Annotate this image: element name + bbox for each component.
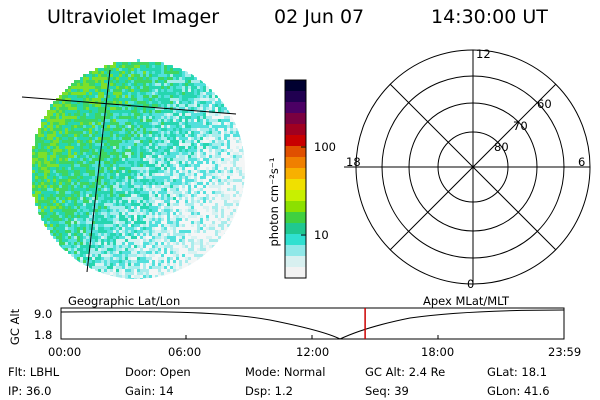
uv-intensity-map bbox=[32, 59, 245, 279]
colorbar-segment bbox=[285, 212, 306, 224]
colorbar-segment bbox=[285, 267, 306, 279]
mode-status: Mode: Normal bbox=[245, 365, 326, 379]
mlt-label-0: 0 bbox=[467, 277, 475, 291]
dsp-status: Dsp: 1.2 bbox=[245, 384, 293, 398]
polar-ring-50 bbox=[355, 49, 591, 285]
mlt-label-12: 12 bbox=[476, 47, 491, 61]
mlat-label-70: 70 bbox=[513, 119, 528, 133]
colorbar-segment bbox=[285, 179, 306, 191]
timeline-right-title: Apex MLat/MLT bbox=[423, 294, 510, 308]
mlt-label-6: 6 bbox=[578, 155, 586, 169]
colorbar-segment bbox=[285, 256, 306, 268]
glon-status: GLon: 41.6 bbox=[487, 384, 550, 398]
door-status: Door: Open bbox=[125, 365, 191, 379]
filter-status: Flt: LBHL bbox=[8, 365, 60, 379]
colorbar-label-100: 100 bbox=[314, 140, 336, 154]
polar-diagonal-2 bbox=[389, 83, 557, 251]
gc-alt-status: GC Alt: 2.4 Re bbox=[365, 365, 446, 379]
colorbar-segment bbox=[285, 135, 306, 147]
instrument-title: Ultraviolet Imager bbox=[47, 6, 220, 28]
timeline-ytick-high: 9.0 bbox=[34, 307, 53, 321]
glat-status: GLat: 18.1 bbox=[487, 365, 548, 379]
gain-status: Gain: 14 bbox=[125, 384, 174, 398]
mlt-label-18: 18 bbox=[346, 155, 361, 169]
colorbar-segment bbox=[285, 168, 306, 180]
colorbar-label-10: 10 bbox=[314, 228, 329, 242]
colorbar-scale bbox=[285, 80, 306, 279]
colorbar-segment bbox=[285, 113, 306, 125]
timeline-frame bbox=[60, 307, 565, 340]
timeline-left-title: Geographic Lat/Lon bbox=[68, 294, 181, 308]
ip-status: IP: 36.0 bbox=[8, 384, 52, 398]
latitude-grid-line bbox=[21, 96, 237, 115]
timeline-xtick-1800: 18:00 bbox=[421, 345, 455, 359]
mlat-label-80: 80 bbox=[494, 140, 509, 154]
timeline-axis-label: GC Alt bbox=[8, 308, 22, 346]
gc-alt-curve bbox=[60, 309, 565, 340]
colorbar-segment bbox=[285, 201, 306, 213]
colorbar-segment bbox=[285, 190, 306, 202]
colorbar-segment bbox=[285, 102, 306, 114]
date-label: 02 Jun 07 bbox=[274, 6, 365, 28]
timeline-xtick-0600: 06:00 bbox=[168, 345, 202, 359]
colorbar-segment bbox=[285, 80, 306, 92]
longitude-grid-line bbox=[86, 69, 111, 273]
colorbar-segment bbox=[285, 124, 306, 136]
colorbar-segment bbox=[285, 234, 306, 246]
timeline-xtick-0000: 00:00 bbox=[48, 345, 82, 359]
colorbar-unit-label: photon cm⁻²s⁻¹ bbox=[267, 157, 281, 247]
colorbar-segment bbox=[285, 223, 306, 235]
colorbar-frame bbox=[284, 79, 307, 279]
mlat-label-60: 60 bbox=[537, 97, 552, 111]
colorbar-segment bbox=[285, 157, 306, 169]
colorbar-segment bbox=[285, 146, 306, 158]
timeline-ytick-low: 1.8 bbox=[34, 328, 53, 342]
polar-diagonal-1 bbox=[389, 83, 557, 251]
timeline-xtick-1200: 12:00 bbox=[296, 345, 330, 359]
colorbar-segment bbox=[285, 91, 306, 103]
colorbar-segment bbox=[285, 245, 306, 257]
seq-status: Seq: 39 bbox=[365, 384, 409, 398]
timeline-xtick-2359: 23:59 bbox=[548, 345, 582, 359]
time-label: 14:30:00 UT bbox=[431, 6, 548, 28]
